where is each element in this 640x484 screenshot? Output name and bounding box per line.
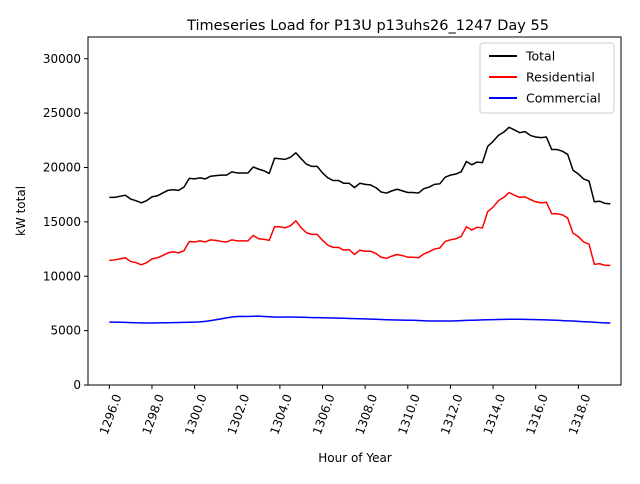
y-tick-label: 0	[73, 378, 81, 392]
y-axis: 0 5000 10000 15000 20000 25000 30000	[43, 52, 88, 392]
series-line-commercial	[109, 315, 611, 324]
y-tick-label: 5000	[50, 324, 81, 338]
y-tick-label: 20000	[43, 161, 81, 175]
series-layer	[109, 126, 611, 324]
legend-label-total: Total	[525, 49, 555, 64]
series-line-residential	[109, 191, 611, 267]
plot-frame	[87, 36, 622, 386]
y-axis-label: kW total	[14, 186, 28, 236]
y-tick-label: 30000	[43, 52, 81, 66]
y-tick-label: 15000	[43, 215, 81, 229]
x-axis-label: Hour of Year	[318, 451, 392, 465]
y-tick-label: 10000	[43, 269, 81, 283]
legend-box	[479, 42, 615, 114]
chart-title: Timeseries Load for P13U p13uhs26_1247 D…	[186, 18, 549, 34]
legend-label-commercial: Commercial	[526, 91, 601, 106]
series-line-total	[109, 126, 611, 205]
legend: Total Residential Commercial	[479, 42, 615, 114]
legend-label-residential: Residential	[526, 70, 595, 85]
y-tick-label: 25000	[43, 106, 81, 120]
